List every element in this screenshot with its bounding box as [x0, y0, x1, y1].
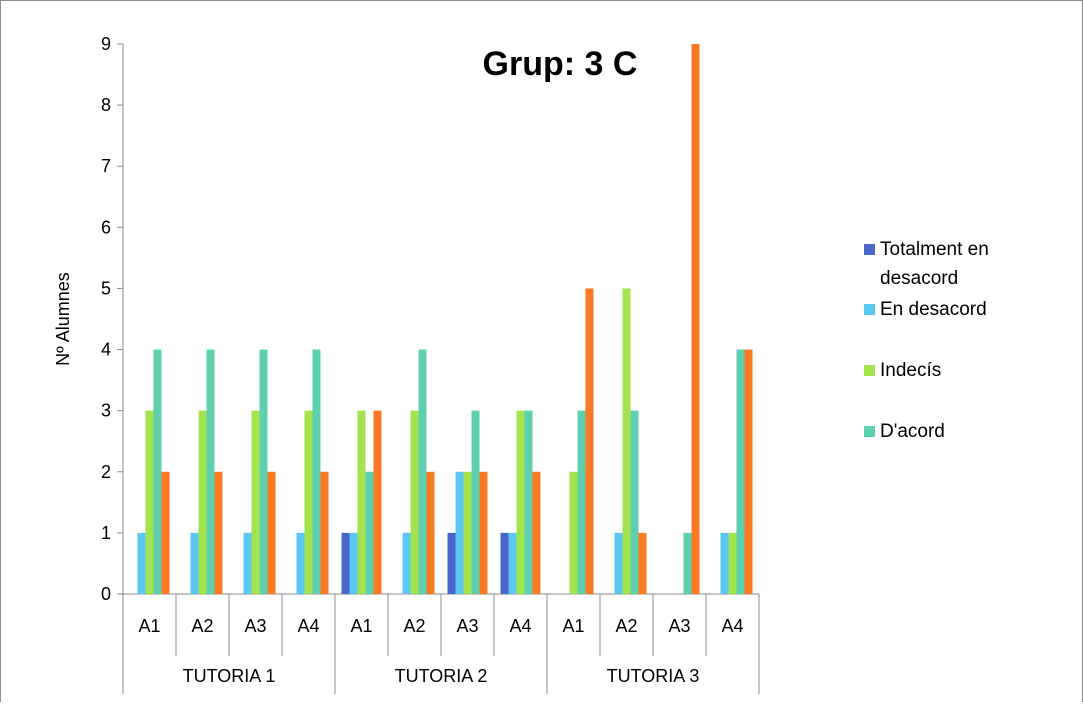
bar	[137, 532, 146, 594]
bar	[426, 471, 435, 594]
bar	[365, 471, 374, 594]
legend-swatch	[864, 244, 875, 255]
bar	[683, 532, 692, 594]
bar	[532, 471, 541, 594]
bar	[569, 471, 578, 594]
legend-label: desacord	[880, 268, 958, 289]
bar	[418, 349, 427, 594]
bar	[463, 471, 472, 594]
x-tick-label: A3	[456, 616, 478, 636]
bar	[402, 532, 411, 594]
y-tick-label: 6	[101, 217, 111, 237]
y-tick-label: 7	[101, 156, 111, 176]
group-label: TUTORIA 3	[607, 666, 700, 686]
bar	[190, 532, 199, 594]
bar	[744, 349, 753, 594]
bar	[500, 532, 509, 594]
bar	[296, 532, 305, 594]
x-tick-label: A1	[562, 616, 584, 636]
x-tick-label: A1	[350, 616, 372, 636]
x-tick-label: A2	[615, 616, 637, 636]
plot-area: 0 1 2 3 4 5 6 7 8 9 A1 A2 A3 A4 A1 A2 A3 A4 A1 A2 A3 A4 TUTORI…	[101, 34, 760, 694]
x-tick-label: A4	[509, 616, 531, 636]
bar	[577, 410, 586, 594]
bar	[206, 349, 215, 594]
bar	[341, 532, 350, 594]
x-tick-label: A4	[721, 616, 743, 636]
x-tick-label: A2	[403, 616, 425, 636]
bar	[516, 410, 525, 594]
x-tick-label: A4	[297, 616, 319, 636]
bar	[479, 471, 488, 594]
y-tick-label: 3	[101, 401, 111, 421]
y-axis-label: Nº Alumnes	[53, 272, 73, 366]
bar	[447, 532, 456, 594]
bar	[259, 349, 268, 594]
bar	[153, 349, 162, 594]
bar	[622, 288, 631, 594]
bar	[691, 44, 700, 594]
bar	[455, 471, 464, 594]
x-tick-label: A1	[138, 616, 160, 636]
y-tick-label: 8	[101, 95, 111, 115]
x-tick-label: A3	[668, 616, 690, 636]
bar	[349, 532, 358, 594]
legend-label: Indecís	[880, 360, 941, 381]
chart-title: Grup: 3 C	[483, 45, 638, 83]
bar	[471, 410, 480, 594]
bar	[630, 410, 639, 594]
x-tick-label: A3	[244, 616, 266, 636]
bar	[145, 410, 154, 594]
y-tick-label: 5	[101, 278, 111, 298]
y-tick-label: 1	[101, 523, 111, 543]
bar	[214, 471, 223, 594]
bar	[161, 471, 170, 594]
bar	[267, 471, 276, 594]
legend-swatch	[864, 365, 875, 376]
group-label: TUTORIA 2	[395, 666, 488, 686]
bar	[638, 532, 647, 594]
legend: Totalment en desacord En desacord Indecís D'…	[864, 239, 989, 442]
legend-swatch	[864, 304, 875, 315]
y-tick-label: 0	[101, 584, 111, 604]
bar	[304, 410, 313, 594]
bar	[357, 410, 366, 594]
bar	[410, 410, 419, 594]
bar	[312, 349, 321, 594]
bar	[508, 532, 517, 594]
legend-label: En desacord	[880, 299, 987, 320]
legend-label: Totalment en	[880, 239, 989, 260]
legend-swatch	[864, 426, 875, 437]
y-tick-label: 2	[101, 462, 111, 482]
bar	[736, 349, 745, 594]
bar	[720, 532, 729, 594]
y-tick-label: 4	[101, 340, 111, 360]
group-label: TUTORIA 1	[183, 666, 276, 686]
bar	[524, 410, 533, 594]
bar	[198, 410, 207, 594]
bar	[585, 288, 594, 594]
y-tick-label: 9	[101, 34, 111, 54]
bar	[251, 410, 260, 594]
bar	[614, 532, 623, 594]
bar	[728, 532, 737, 594]
bar	[243, 532, 252, 594]
bar	[373, 410, 382, 594]
legend-label: D'acord	[880, 421, 945, 442]
bar	[320, 471, 329, 594]
x-tick-label: A2	[191, 616, 213, 636]
